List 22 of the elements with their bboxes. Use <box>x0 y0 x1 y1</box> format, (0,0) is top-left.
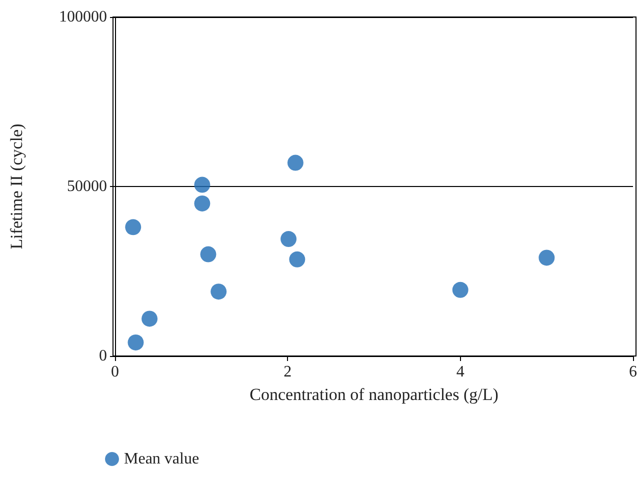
x-tick-label: 6 <box>629 364 637 380</box>
y-tick-label: 50000 <box>67 178 107 195</box>
y-tick-label: 0 <box>99 348 107 364</box>
point <box>128 334 144 350</box>
point <box>194 176 210 193</box>
point <box>452 282 468 298</box>
x-tick-label: 2 <box>284 364 292 380</box>
y-axis-title: Lifetime II (cycle) <box>7 124 26 250</box>
point <box>538 250 555 266</box>
y-tick-label: 100000 <box>59 8 107 26</box>
point <box>289 251 306 268</box>
point <box>200 246 216 262</box>
legend-label: Mean value <box>124 450 200 468</box>
x-axis-title: Concentration of nanoparticles (g/L) <box>250 385 498 404</box>
x-tick-label: 4 <box>456 364 464 380</box>
point <box>142 310 158 327</box>
x-tick-label: 0 <box>111 364 119 380</box>
point <box>125 219 142 236</box>
point <box>194 195 210 212</box>
point <box>210 284 227 300</box>
point <box>287 154 304 171</box>
point <box>280 231 297 248</box>
